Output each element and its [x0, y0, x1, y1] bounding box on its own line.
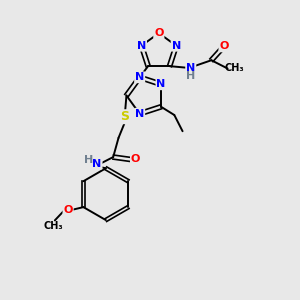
Text: S: S — [121, 110, 130, 123]
Text: N: N — [135, 72, 144, 82]
Text: N: N — [186, 63, 195, 73]
Text: N: N — [156, 79, 166, 89]
Text: N: N — [92, 158, 102, 169]
Text: N: N — [137, 41, 146, 51]
Text: N: N — [172, 41, 181, 51]
Text: O: O — [154, 28, 164, 38]
Text: N: N — [135, 109, 144, 119]
Text: O: O — [131, 154, 140, 164]
Text: CH₃: CH₃ — [44, 221, 63, 231]
Text: O: O — [219, 41, 229, 51]
Text: O: O — [63, 205, 73, 215]
Text: H: H — [84, 155, 93, 165]
Text: CH₃: CH₃ — [224, 64, 244, 74]
Text: H: H — [185, 71, 195, 81]
